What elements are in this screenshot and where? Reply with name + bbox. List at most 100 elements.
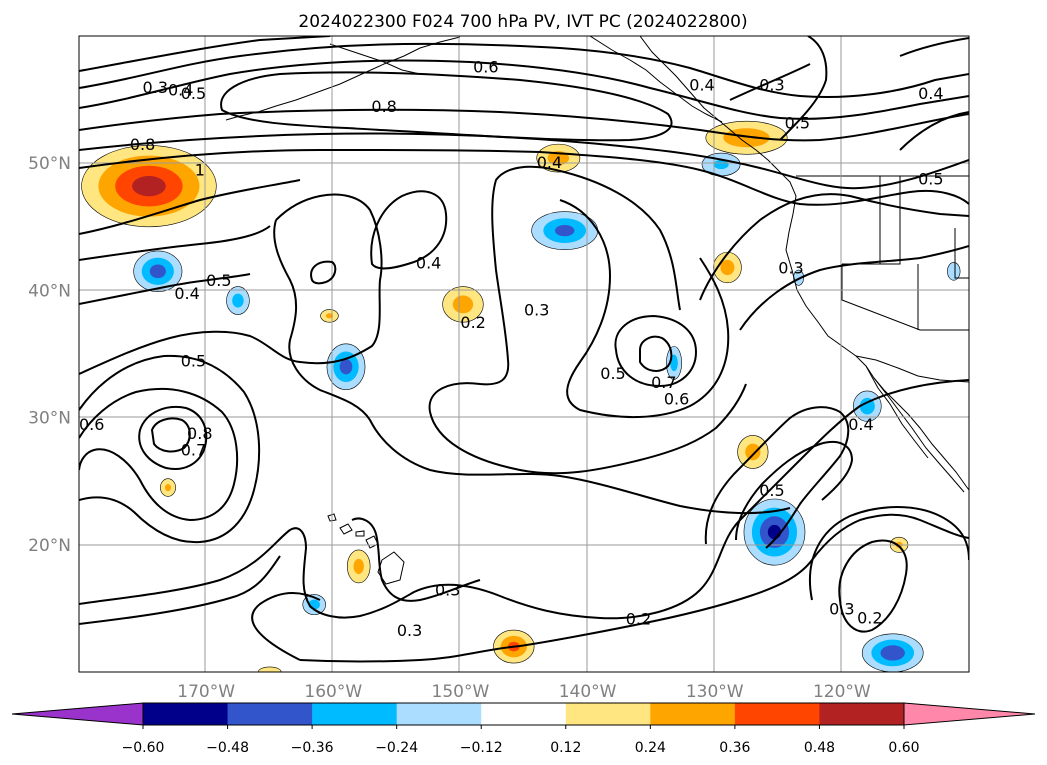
ivt-shade-level [745, 443, 761, 461]
contour-label: 0.5 [600, 364, 625, 383]
ivt-shade-level [353, 558, 364, 574]
contour-label: 0.5 [181, 84, 206, 103]
latitude-tick-label: 40°N [28, 281, 71, 301]
ivt-negative-anomaly [531, 211, 599, 250]
ivt-shade-level [232, 293, 244, 308]
contour-label: 0.2 [857, 608, 882, 627]
colorbar-tick-label: 0.48 [804, 740, 835, 756]
pv-contour [429, 383, 747, 475]
contour-label: 0.4 [689, 75, 714, 94]
contour-label: 0.3 [143, 78, 168, 97]
ivt-shade-level [554, 225, 575, 237]
pv-contour [79, 273, 251, 305]
contour-label: 0.5 [759, 481, 784, 500]
latitude-tick-label: 50°N [28, 154, 71, 174]
ivt-shade-level [325, 313, 334, 319]
pv-contour [614, 314, 698, 388]
contour-label: 0.4 [174, 284, 199, 303]
pv-contour [899, 111, 969, 151]
ivt-shade-level [339, 359, 353, 375]
contour-label: 0.8 [371, 97, 396, 116]
ivt-negative-anomaly [743, 498, 806, 566]
hawaii-big-island [377, 551, 405, 585]
state-borders [841, 176, 969, 331]
colorbar-tick-label: −0.36 [291, 740, 334, 756]
gulf-of-california-coast [873, 377, 965, 493]
contour-label: 0.3 [829, 599, 854, 618]
ivt-negative-anomaly [861, 633, 924, 672]
ivt-negative-anomaly [947, 262, 961, 281]
pv-contour [779, 36, 828, 141]
contour-label: 0.3 [524, 300, 549, 319]
pv-contour [559, 199, 730, 419]
pv-contour [79, 225, 271, 261]
pv-contour [310, 260, 337, 285]
contour-label: 0.6 [79, 415, 104, 434]
pv-contour [79, 108, 969, 142]
colorbar-segment [396, 703, 482, 725]
longitude-tick-label: 120°W [813, 682, 871, 702]
ivt-positive-anomaly [713, 251, 742, 284]
colorbar-tick-labels: −0.60 −0.48 −0.36 −0.24 −0.12 0.12 0.24 0.36 0.4… [122, 725, 920, 756]
pv-contour [299, 513, 969, 663]
pv-contour [699, 193, 969, 301]
latitude-labels: 20°N 30°N 40°N 50°N [28, 154, 71, 556]
colorbar-segment [227, 703, 313, 725]
pv-contour [808, 506, 969, 601]
contour-label: 0.4 [537, 153, 562, 172]
contour-label: 0.5 [785, 113, 810, 132]
pv-contour [79, 36, 331, 72]
colorbar-segment [481, 703, 567, 725]
colorbar-frame [142, 702, 905, 726]
pv-contour [79, 388, 239, 522]
pv-contour [150, 417, 191, 453]
pv-contour [251, 591, 321, 661]
pv-contour [273, 219, 791, 515]
pv-contour [79, 193, 383, 375]
contour-label: 0.4 [918, 84, 943, 103]
pv-contour [739, 245, 969, 331]
pv-contours [79, 36, 969, 663]
pv-contour [428, 165, 681, 413]
hawaii-oahu [339, 523, 353, 535]
ivt-negative-anomaly [133, 250, 183, 292]
colorbar-segment [819, 703, 905, 725]
colorbar-tick-label: −0.12 [460, 740, 503, 756]
longitude-tick-label: 150°W [432, 682, 490, 702]
pv-contour [79, 379, 969, 620]
contour-label: 1 [195, 161, 205, 180]
pv-contour [79, 354, 261, 544]
pv-contour [79, 59, 969, 120]
ivt-shade-level [880, 645, 905, 661]
contour-label: 0.5 [206, 271, 231, 290]
colorbar-extend-low [11, 702, 144, 726]
pv-contour [899, 37, 969, 57]
colorbar-segment [312, 703, 398, 725]
longitude-tick-label: 130°W [686, 682, 744, 702]
ivt-shade-level [132, 175, 166, 197]
contour-label: 0.3 [397, 621, 422, 640]
contour-label: 0.6 [664, 390, 689, 409]
map-background [79, 36, 969, 672]
us-mexico-border [855, 355, 969, 383]
colorbar-segment [650, 703, 736, 725]
ivt-shade-level [947, 262, 961, 281]
ivt-positive-anomaly [737, 435, 769, 469]
ivt-shade-level [767, 524, 782, 540]
pv-contour [370, 190, 448, 270]
ivt-shade-level [713, 159, 729, 170]
colorbar-segment [143, 703, 229, 725]
colorbar-tick-label: −0.24 [375, 740, 418, 756]
ivt-positive-anomaly [346, 549, 371, 584]
chart-title: 2024022300 F024 700 hPa PV, IVT PC (2024… [298, 12, 747, 32]
ivt-positive-anomaly [81, 145, 217, 228]
ivt-shade-level [164, 483, 172, 492]
pv-contour [735, 441, 854, 541]
contour-label: 0.3 [778, 259, 803, 278]
ivt-negative-anomaly [226, 286, 250, 315]
latitude-tick-label: 20°N [28, 536, 71, 556]
contour-label: 0.2 [626, 610, 651, 629]
colorbar-tick-label: −0.48 [206, 740, 249, 756]
pv-contour [79, 132, 969, 190]
pv-contour [79, 179, 301, 235]
